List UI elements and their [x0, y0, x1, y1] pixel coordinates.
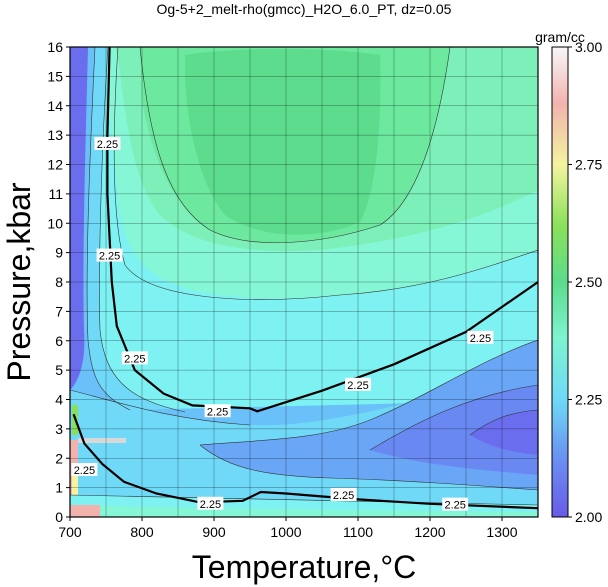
contour-label-bg	[197, 496, 224, 510]
contour-label: 2.25	[333, 490, 354, 502]
x-axis-label: Temperature,°C	[192, 549, 416, 585]
y-tick-label: 5	[55, 362, 63, 378]
region-2-05	[370, 385, 538, 475]
y-tick-label: 16	[47, 39, 63, 55]
colorbar-tick-label: 3.00	[575, 39, 602, 55]
y-tick-label: 1	[55, 480, 63, 496]
y-tick-label: 2	[55, 450, 63, 466]
contour-label-bg	[345, 377, 371, 391]
x-axis-ticks: 700 800 900 1000 1100 1200 1300	[58, 517, 518, 540]
plot-area: 2.25 2.25 2.25 2.25 2.25 2.25 2.25 2.25 2.25 2.25	[70, 47, 538, 517]
colorbar-tick-label: 2.50	[575, 274, 602, 290]
contour-label-bg	[71, 463, 98, 476]
patch-yellow	[72, 470, 78, 495]
colorbar-tick-label: 2.25	[575, 392, 602, 408]
x-tick-label: 1300	[486, 524, 517, 540]
colorbar-tick-label: 2.75	[575, 157, 602, 173]
y-tick-label: 14	[47, 98, 63, 114]
chart-title: Og-5+2_melt-rho(gmcc)_H2O_6.0_PT, dz=0.0…	[157, 1, 452, 17]
y-tick-label: 13	[47, 127, 63, 143]
contour-labels: 2.25 2.25 2.25 2.25 2.25 2.25 2.25 2.25 2.25 2.25	[71, 136, 494, 512]
colorbar-ticks: 2.00 2.25 2.50 2.75 3.00	[568, 39, 602, 525]
colorbar-tick-label: 2.00	[575, 509, 602, 525]
contour-label: 2.25	[444, 500, 465, 512]
y-tick-label: 11	[48, 186, 63, 202]
region-left-strip	[70, 47, 88, 390]
contour-label-bg	[467, 330, 494, 344]
patch-bottom-pink	[70, 505, 100, 517]
region-2-45	[185, 49, 381, 235]
contour-label: 2.25	[200, 499, 221, 511]
y-tick-label: 8	[55, 274, 63, 290]
y-tick-label: 0	[55, 509, 63, 525]
contour-label: 2.25	[347, 380, 368, 392]
contour-label: 2.25	[124, 353, 145, 365]
contour-label-bg	[204, 404, 231, 418]
contour-label-bg	[121, 351, 148, 365]
y-axis-label: Pressure,kbar	[1, 182, 37, 382]
x-tick-label: 1000	[270, 524, 301, 540]
contour-line-2-25	[106, 47, 538, 413]
colorbar-unit: gram/cc	[535, 29, 585, 45]
contour-label-bg	[96, 248, 123, 262]
contour-label-bg	[330, 487, 357, 501]
region-bottom-2	[70, 505, 538, 517]
y-tick-label: 3	[55, 421, 63, 437]
y-tick-label: 15	[47, 68, 63, 84]
y-tick-label: 10	[47, 215, 63, 231]
x-tick-label: 700	[58, 524, 82, 540]
y-tick-label: 6	[55, 333, 63, 349]
contour-label: 2.25	[470, 333, 491, 345]
contour-label: 2.25	[97, 139, 118, 151]
x-tick-label: 1100	[343, 524, 373, 540]
y-tick-label: 4	[55, 392, 63, 408]
x-tick-label: 1200	[414, 524, 445, 540]
region-2-00	[470, 410, 538, 455]
contour-label-bg	[94, 136, 121, 150]
contour-label: 2.25	[99, 251, 120, 263]
colorbar: gram/cc 2.00 2.25 2.50 2.75 3.00	[535, 29, 602, 525]
contour-label: 2.25	[74, 465, 95, 477]
colorbar-gradient	[551, 46, 569, 518]
x-tick-label: 900	[202, 524, 226, 540]
patch-gray	[78, 438, 126, 443]
x-tick-label: 800	[130, 524, 154, 540]
contour-label: 2.25	[207, 406, 228, 418]
grid	[70, 47, 538, 517]
y-tick-label: 9	[55, 245, 63, 261]
contour-label-bg	[442, 497, 469, 511]
y-tick-label: 7	[55, 303, 63, 319]
y-tick-label: 12	[47, 157, 63, 173]
